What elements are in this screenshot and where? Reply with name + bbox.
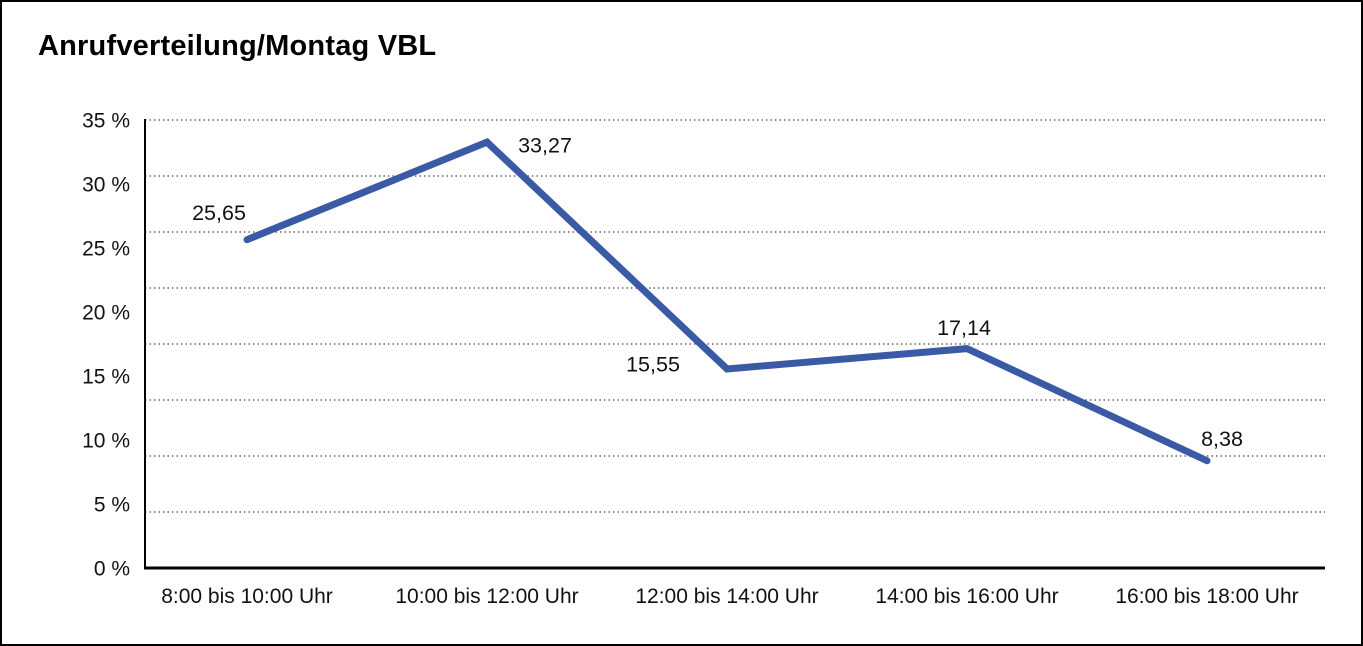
- data-point-label: 15,55: [626, 352, 680, 376]
- y-tick-label: 5 %: [94, 494, 130, 517]
- y-tick-label: 0 %: [94, 558, 130, 581]
- x-axis-labels: 8:00 bis 10:00 Uhr 10:00 bis 12:00 Uhr 12:…: [161, 585, 1298, 608]
- data-point-label: 33,27: [518, 134, 572, 158]
- chart-title: Anrufverteilung/Montag VBL: [38, 30, 437, 62]
- y-tick-label: 15 %: [82, 366, 130, 389]
- data-series: [243, 138, 1211, 465]
- y-tick-label: 30 %: [82, 174, 130, 197]
- x-tick-label: 16:00 bis 18:00 Uhr: [1115, 585, 1298, 608]
- x-tick-label: 10:00 bis 12:00 Uhr: [395, 585, 578, 608]
- data-labels: 25,65 33,27 15,55 17,14 8,38: [192, 134, 1243, 452]
- y-axis-labels: 35 % 30 % 25 % 20 % 15 % 10 % 5 % 0 %: [82, 110, 130, 581]
- x-tick-label: 8:00 bis 10:00 Uhr: [161, 585, 333, 608]
- y-tick-label: 25 %: [82, 238, 130, 261]
- data-point-label: 25,65: [192, 201, 246, 225]
- y-tick-label: 35 %: [82, 110, 130, 133]
- x-tick-label: 12:00 bis 14:00 Uhr: [635, 585, 818, 608]
- y-tick-label: 20 %: [82, 302, 130, 325]
- data-point-label: 17,14: [937, 316, 991, 340]
- gridlines: [145, 119, 1325, 513]
- series-line: [243, 138, 1211, 465]
- y-tick-label: 10 %: [82, 430, 130, 453]
- x-tick-label: 14:00 bis 16:00 Uhr: [875, 585, 1058, 608]
- data-point-label: 8,38: [1201, 427, 1243, 451]
- axes: [144, 119, 1325, 570]
